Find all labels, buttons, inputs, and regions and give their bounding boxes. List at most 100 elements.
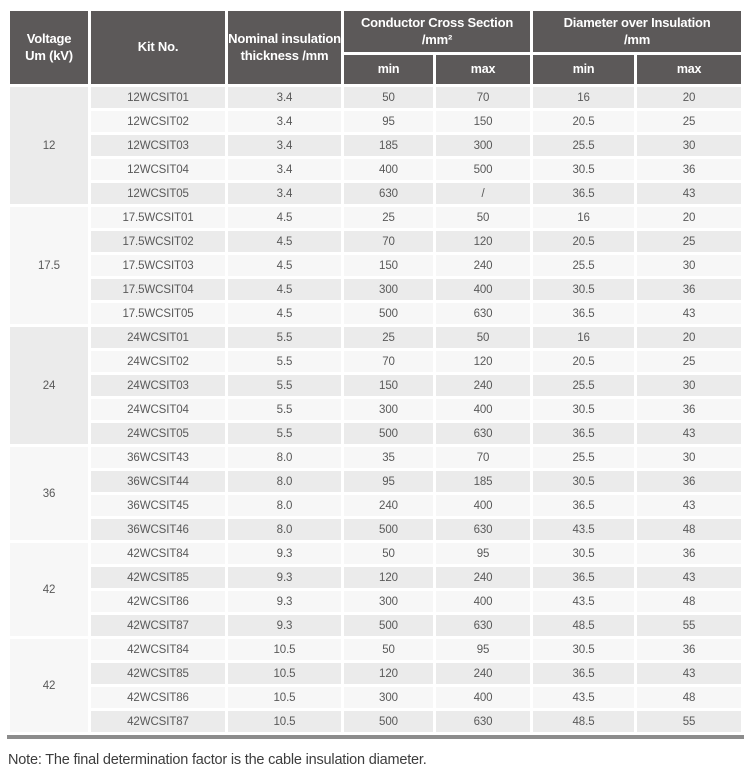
voltage-cell: 42: [10, 639, 88, 732]
thickness-cell: 3.4: [228, 111, 341, 132]
dia-min-cell: 43.5: [533, 591, 635, 612]
ccs-min-cell: 400: [344, 159, 433, 180]
dia-min-cell: 43.5: [533, 519, 635, 540]
dia-min-cell: 36.5: [533, 303, 635, 324]
ccs-max-cell: 50: [436, 207, 531, 228]
dia-max-cell: 48: [637, 687, 742, 708]
ccs-max-cell: 240: [436, 375, 531, 396]
thickness-cell: 4.5: [228, 279, 341, 300]
table-row: 42WCSIT85 9.3 120 240 36.5 43: [10, 567, 742, 588]
thickness-cell: 4.5: [228, 255, 341, 276]
table-row: 42WCSIT87 9.3 500 630 48.5 55: [10, 615, 742, 636]
dia-max-cell: 20: [637, 87, 742, 108]
thickness-cell: 3.4: [228, 135, 341, 156]
kit-no-cell: 12WCSIT04: [91, 159, 225, 180]
ccs-min-cell: 300: [344, 279, 433, 300]
dia-min-cell: 43.5: [533, 687, 635, 708]
thickness-cell: 5.5: [228, 375, 341, 396]
ccs-max-cell: 150: [436, 111, 531, 132]
header-kit-no: Kit No.: [91, 11, 225, 84]
dia-max-cell: 43: [637, 567, 742, 588]
ccs-min-cell: 35: [344, 447, 433, 468]
dia-min-cell: 36.5: [533, 495, 635, 516]
kit-no-cell: 42WCSIT84: [91, 639, 225, 660]
dia-min-cell: 48.5: [533, 615, 635, 636]
table-row: 36WCSIT45 8.0 240 400 36.5 43: [10, 495, 742, 516]
table-row: 12 12WCSIT01 3.4 50 70 16 20: [10, 87, 742, 204]
header-conductor-cross-section: Conductor Cross Section /mm²: [344, 11, 531, 52]
ccs-max-cell: 300: [436, 135, 531, 156]
kit-no-cell: 42WCSIT87: [91, 711, 225, 732]
dia-max-cell: 30: [637, 135, 742, 156]
table-body: 12 12WCSIT01 3.4 50 70 16 20 12WCSIT02 3.4 95 150 2…: [10, 87, 742, 732]
kit-no-cell: 36WCSIT44: [91, 471, 225, 492]
kit-no-cell: 36WCSIT46: [91, 519, 225, 540]
ccs-max-cell: 185: [436, 471, 531, 492]
thickness-cell: 3.4: [228, 183, 341, 204]
dia-max-cell: 36: [637, 279, 742, 300]
thickness-cell: 5.5: [228, 423, 341, 444]
table-row: 17.5WCSIT02 4.5 70 120 20.5 25: [10, 231, 742, 252]
ccs-min-cell: 120: [344, 663, 433, 684]
table-row: 17.5WCSIT05 4.5 500 630 36.5 43: [10, 303, 742, 324]
ccs-max-cell: 95: [436, 639, 531, 660]
kit-no-cell: 24WCSIT04: [91, 399, 225, 420]
dia-min-cell: 30.5: [533, 543, 635, 564]
table-row: 12WCSIT02 3.4 95 150 20.5 25: [10, 111, 742, 132]
dia-max-cell: 43: [637, 303, 742, 324]
table-row: 24WCSIT05 5.5 500 630 36.5 43: [10, 423, 742, 444]
ccs-min-cell: 500: [344, 303, 433, 324]
table-row: 36 36WCSIT43 8.0 35 70 25.5 30: [10, 447, 742, 540]
thickness-cell: 10.5: [228, 711, 341, 732]
table-row: 24WCSIT03 5.5 150 240 25.5 30: [10, 375, 742, 396]
kit-no-cell: 17.5WCSIT05: [91, 303, 225, 324]
ccs-min-cell: 630: [344, 183, 433, 204]
kit-no-cell: 24WCSIT01: [91, 327, 225, 348]
kit-no-cell: 42WCSIT84: [91, 543, 225, 564]
dia-max-cell: 43: [637, 663, 742, 684]
thickness-cell: 5.5: [228, 399, 341, 420]
ccs-min-cell: 70: [344, 231, 433, 252]
table-row: 17.5 17.5WCSIT01 4.5 25 50 16 20: [10, 207, 742, 324]
dia-min-cell: 36.5: [533, 663, 635, 684]
thickness-cell: 8.0: [228, 519, 341, 540]
dia-max-cell: 43: [637, 183, 742, 204]
ccs-max-cell: 630: [436, 519, 531, 540]
table-row: 36WCSIT44 8.0 95 185 30.5 36: [10, 471, 742, 492]
table-row: 12WCSIT05 3.4 630/36.5 43: [10, 183, 742, 204]
thickness-cell: 9.3: [228, 615, 341, 636]
ccs-min-cell: 25: [344, 207, 433, 228]
header-diameter-over-insulation: Diameter over Insulation /mm: [533, 11, 742, 52]
ccs-max-cell: 630: [436, 711, 531, 732]
kit-no-cell: 42WCSIT86: [91, 687, 225, 708]
ccs-min-cell: 150: [344, 255, 433, 276]
dia-min-cell: 25.5: [533, 135, 635, 156]
ccs-max-cell: 630: [436, 615, 531, 636]
ccs-max-cell: 240: [436, 255, 531, 276]
thickness-cell: 5.5: [228, 351, 341, 372]
dia-min-cell: 36.5: [533, 423, 635, 444]
ccs-min-cell: 500: [344, 519, 433, 540]
kit-no-cell: 36WCSIT43: [91, 447, 225, 468]
cable-kit-spec-table: Voltage Um (kV) Kit No. Nominal insulati…: [7, 8, 745, 735]
ccs-min-cell: 500: [344, 615, 433, 636]
ccs-max-cell: 50: [436, 327, 531, 348]
ccs-max-cell: 400: [436, 591, 531, 612]
header-voltage: Voltage Um (kV): [10, 11, 88, 84]
ccs-max-cell: 95: [436, 543, 531, 564]
kit-no-cell: 42WCSIT85: [91, 567, 225, 588]
dia-min-cell: 36.5: [533, 183, 635, 204]
ccs-min-cell: 185: [344, 135, 433, 156]
dia-min-cell: 16: [533, 327, 635, 348]
dia-max-cell: 25: [637, 111, 742, 132]
ccs-max-cell: 400: [436, 495, 531, 516]
table-row: 42WCSIT85 10.5 120 240 36.5 43: [10, 663, 742, 684]
table-row: 42 42WCSIT84 10.5 50 95 30.5 36: [10, 639, 742, 732]
dia-min-cell: 30.5: [533, 279, 635, 300]
ccs-min-cell: 95: [344, 471, 433, 492]
dia-max-cell: 36: [637, 399, 742, 420]
dia-min-cell: 16: [533, 207, 635, 228]
dia-max-cell: 36: [637, 471, 742, 492]
header-insulation-thickness: Nominal insulation thickness /mm: [228, 11, 341, 84]
